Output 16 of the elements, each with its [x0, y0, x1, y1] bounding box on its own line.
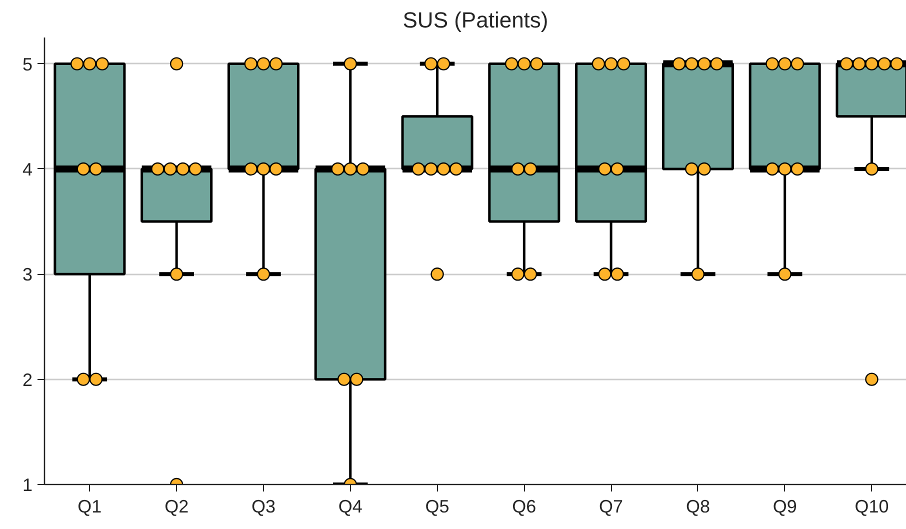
- x-tick-label: Q3: [251, 496, 276, 516]
- x-tick-label: Q2: [164, 496, 189, 516]
- x-tick-label: Q10: [854, 496, 889, 516]
- chart-title: SUS (Patients): [402, 8, 548, 32]
- y-tick-label: 4: [22, 159, 33, 180]
- x-tick-label: Q8: [686, 496, 710, 516]
- x-tick-label: Q7: [599, 496, 624, 516]
- x-tick-label: Q6: [512, 496, 536, 516]
- x-tick-label: Q1: [78, 496, 102, 516]
- x-tick-label: Q9: [772, 496, 797, 516]
- y-tick-label: 2: [22, 370, 33, 390]
- y-tick-label: 3: [22, 264, 33, 285]
- y-tick-label: 1: [22, 475, 33, 495]
- y-tick-label: 5: [22, 54, 33, 74]
- x-tick-label: Q4: [338, 496, 362, 516]
- x-tick-label: Q5: [425, 496, 450, 516]
